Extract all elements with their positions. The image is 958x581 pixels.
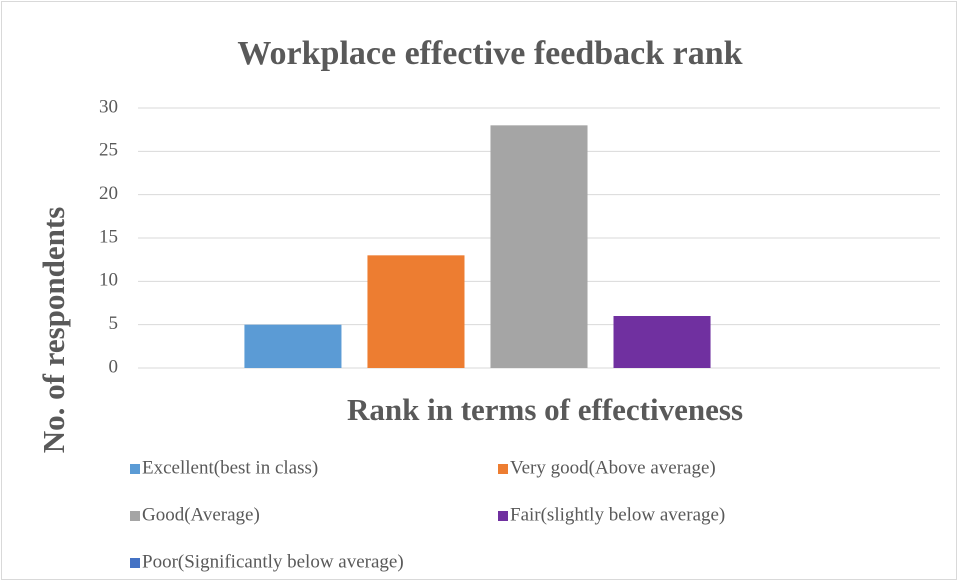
y-tick-label: 25 — [99, 140, 118, 161]
legend-swatch — [498, 464, 508, 474]
bar — [244, 324, 342, 368]
chart-title: Workplace effective feedback rank — [237, 35, 742, 72]
y-tick-label: 30 — [99, 96, 118, 117]
y-tick-label: 5 — [109, 313, 119, 334]
legend-swatch — [130, 558, 140, 568]
legend-swatch — [130, 511, 140, 521]
y-tick-label: 10 — [99, 270, 118, 291]
legend-label: Good(Average) — [142, 504, 260, 525]
y-tick-label: 20 — [99, 183, 118, 204]
bar — [367, 255, 465, 368]
y-tick-label: 0 — [109, 356, 119, 377]
y-tick-label: 15 — [99, 226, 118, 247]
y-axis-title: No. of respondents — [36, 207, 71, 454]
legend-label: Fair(slightly below average) — [510, 504, 725, 525]
bar — [613, 316, 711, 368]
bar — [490, 125, 588, 368]
legend-label: Poor(Significantly below average) — [142, 551, 404, 572]
x-axis-title: Rank in terms of effectiveness — [347, 392, 743, 427]
legend-label: Very good(Above average) — [510, 457, 716, 478]
legend-swatch — [498, 511, 508, 521]
legend-label: Excellent(best in class) — [142, 457, 318, 478]
legend-swatch — [130, 464, 140, 474]
